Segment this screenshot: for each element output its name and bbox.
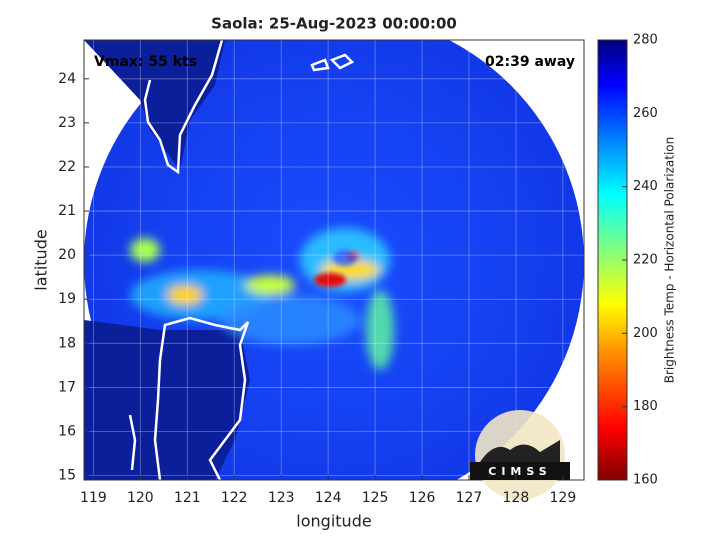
colorbar-tick-label: 240: [633, 179, 658, 194]
y-tick-label: 22: [58, 159, 76, 175]
y-tick-label: 20: [58, 247, 76, 263]
x-tick-label: 119: [80, 490, 107, 506]
x-tick-label: 129: [550, 490, 577, 506]
logo-text: CIMSS: [488, 465, 551, 478]
colorbar-tick-label: 260: [633, 106, 658, 121]
x-tick-label: 124: [315, 490, 342, 506]
chart-title: Saola: 25-Aug-2023 00:00:00: [211, 15, 457, 33]
y-tick-label: 23: [58, 115, 76, 131]
grid: [84, 40, 584, 480]
plot-frame: [83, 39, 585, 481]
colorbar-tick-label: 160: [633, 473, 658, 488]
y-tick-label: 16: [58, 424, 76, 440]
time-away-label: 02:39 away: [485, 54, 575, 70]
y-tick-label: 15: [58, 468, 76, 484]
x-tick-label: 122: [221, 490, 248, 506]
y-tick-label: 17: [58, 379, 76, 395]
x-axis-label: longitude: [296, 512, 371, 531]
x-tick-label: 121: [174, 490, 201, 506]
x-tick-label: 128: [503, 490, 530, 506]
y-tick-label: 18: [58, 335, 76, 351]
coastline: [128, 40, 355, 480]
vmax-label: Vmax: 55 kts: [94, 54, 197, 70]
land: [84, 40, 225, 170]
colorbar-tick-label: 180: [633, 399, 658, 414]
colorbar-tick-label: 280: [633, 33, 658, 48]
x-tick-label: 127: [456, 490, 483, 506]
x-tick-label: 123: [268, 490, 295, 506]
colorbar-label: Brightness Temp - Horizontal Polarizatio…: [663, 137, 677, 384]
satellite-image: [84, 40, 584, 480]
y-axis-label: latitude: [32, 229, 51, 290]
y-tick-label: 19: [58, 291, 76, 307]
colorbar-tick-label: 200: [633, 326, 658, 341]
logo: CIMSS: [470, 410, 570, 500]
x-tick-label: 120: [127, 490, 154, 506]
y-tick-label: 21: [58, 203, 76, 219]
colorbar-tick-label: 220: [633, 253, 658, 268]
x-tick-label: 125: [362, 490, 389, 506]
x-tick-label: 126: [409, 490, 436, 506]
land: [84, 320, 250, 480]
y-tick-label: 24: [58, 71, 76, 87]
